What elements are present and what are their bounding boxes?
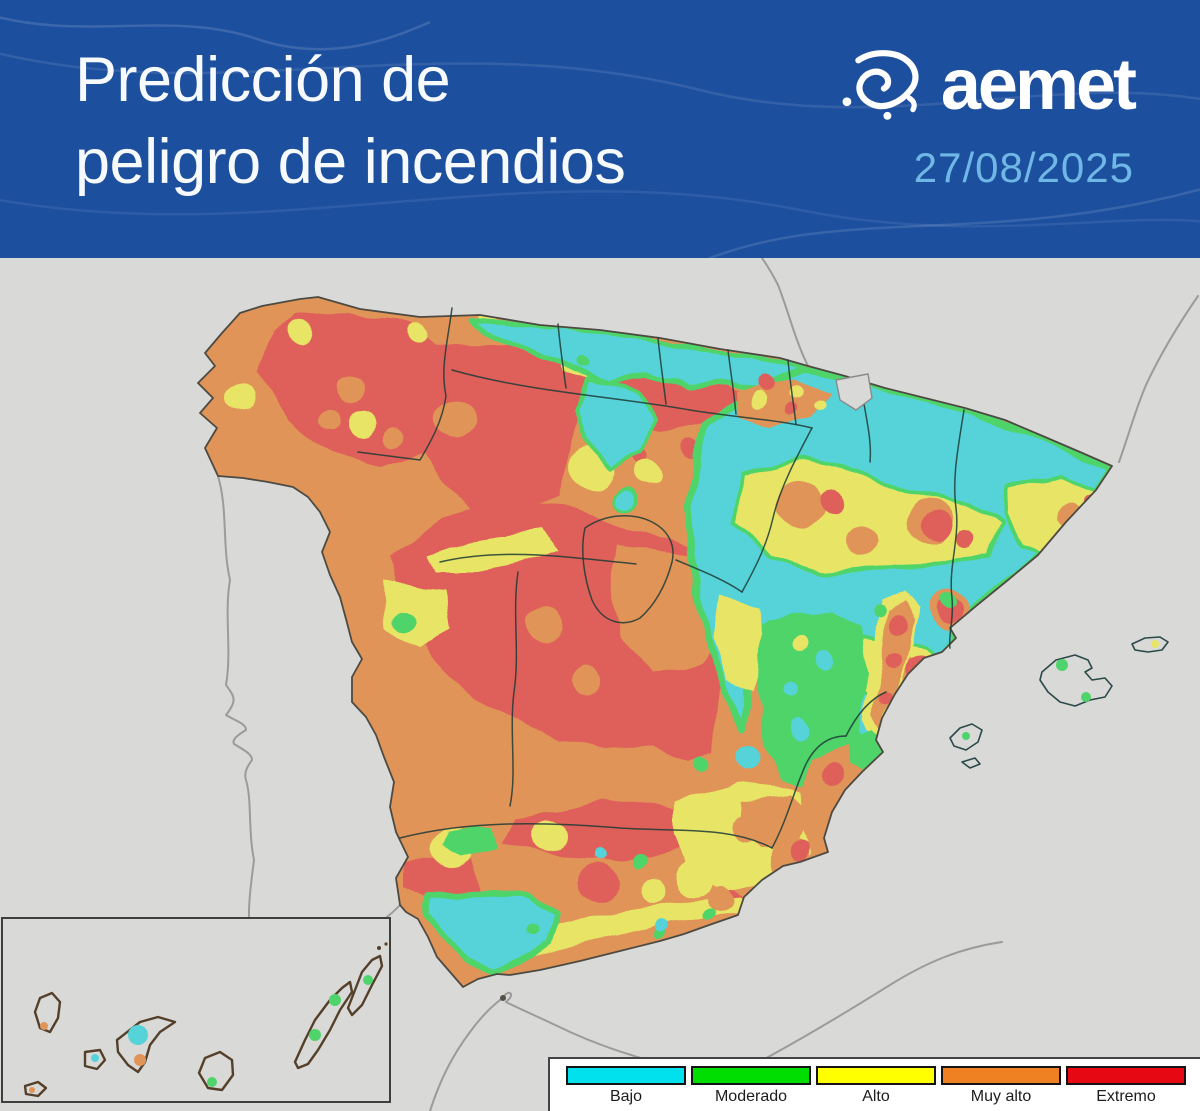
andorra-notch	[835, 373, 873, 411]
legend-item-extremo: Extremo	[1066, 1066, 1186, 1111]
legend-label-muy-alto: Muy alto	[970, 1088, 1032, 1105]
legend-label-alto: Alto	[862, 1088, 890, 1105]
spain-coastline	[197, 296, 1113, 988]
legend-item-bajo: Bajo	[566, 1066, 686, 1111]
legend-label-moderado: Moderado	[714, 1088, 788, 1105]
island-la-palma	[33, 991, 62, 1034]
island-menorca	[1131, 636, 1169, 653]
islet-mark	[377, 946, 381, 950]
france-mediterranean-coastline	[1118, 295, 1199, 463]
balearic-islands	[949, 636, 1169, 769]
aemet-brand: aemet 27/08/2025	[839, 45, 1137, 192]
island-mallorca	[1039, 654, 1113, 707]
legend-item-alto: Alto	[816, 1066, 936, 1111]
france-atlantic-coastline	[761, 258, 809, 367]
map: Bajo Moderado Alto Muy alto Extremo	[0, 258, 1200, 1111]
inset-frame	[1, 917, 391, 1103]
island-gran-canaria	[197, 1050, 235, 1092]
forecast-date: 27/08/2025	[913, 144, 1134, 191]
island-el-hierro	[23, 1080, 48, 1098]
legend-item-muy-alto: Muy alto	[941, 1066, 1061, 1111]
africa-coastline	[429, 941, 1003, 1111]
island-ibiza	[949, 723, 983, 751]
islet-mark	[384, 942, 388, 946]
ceuta-mark	[500, 995, 506, 1001]
legend-swatch-alto	[816, 1066, 936, 1085]
legend-swatch-extremo	[1066, 1066, 1186, 1085]
header-wave-decoration	[0, 16, 1200, 258]
fire-risk-map-canvas	[0, 258, 1200, 1111]
island-lanzarote	[346, 954, 384, 1017]
island-formentera	[961, 757, 981, 769]
region-borders	[357, 307, 965, 849]
title-line-2: peligro de incendios	[75, 126, 626, 197]
canary-islands-inset	[1, 917, 391, 1103]
island-fuerteventura	[293, 980, 354, 1070]
island-tenerife	[115, 1015, 177, 1074]
legend-label-extremo: Extremo	[1096, 1088, 1156, 1105]
header: Predicción de peligro de incendios aemet…	[0, 0, 1200, 258]
aemet-logo-icon	[842, 50, 919, 120]
aemet-logo-text: aemet	[940, 45, 1137, 125]
legend-item-moderado: Moderado	[691, 1066, 811, 1111]
legend-swatch-moderado	[691, 1066, 811, 1085]
legend-swatch-muy-alto	[941, 1066, 1061, 1085]
title-line-1: Predicción de	[75, 45, 451, 115]
risk-legend: Bajo Moderado Alto Muy alto Extremo	[548, 1057, 1200, 1111]
legend-swatch-bajo	[566, 1066, 686, 1085]
page-title: Predicción de peligro de incendios	[75, 40, 626, 204]
island-la-gomera	[83, 1048, 107, 1071]
legend-label-bajo: Bajo	[609, 1088, 643, 1105]
